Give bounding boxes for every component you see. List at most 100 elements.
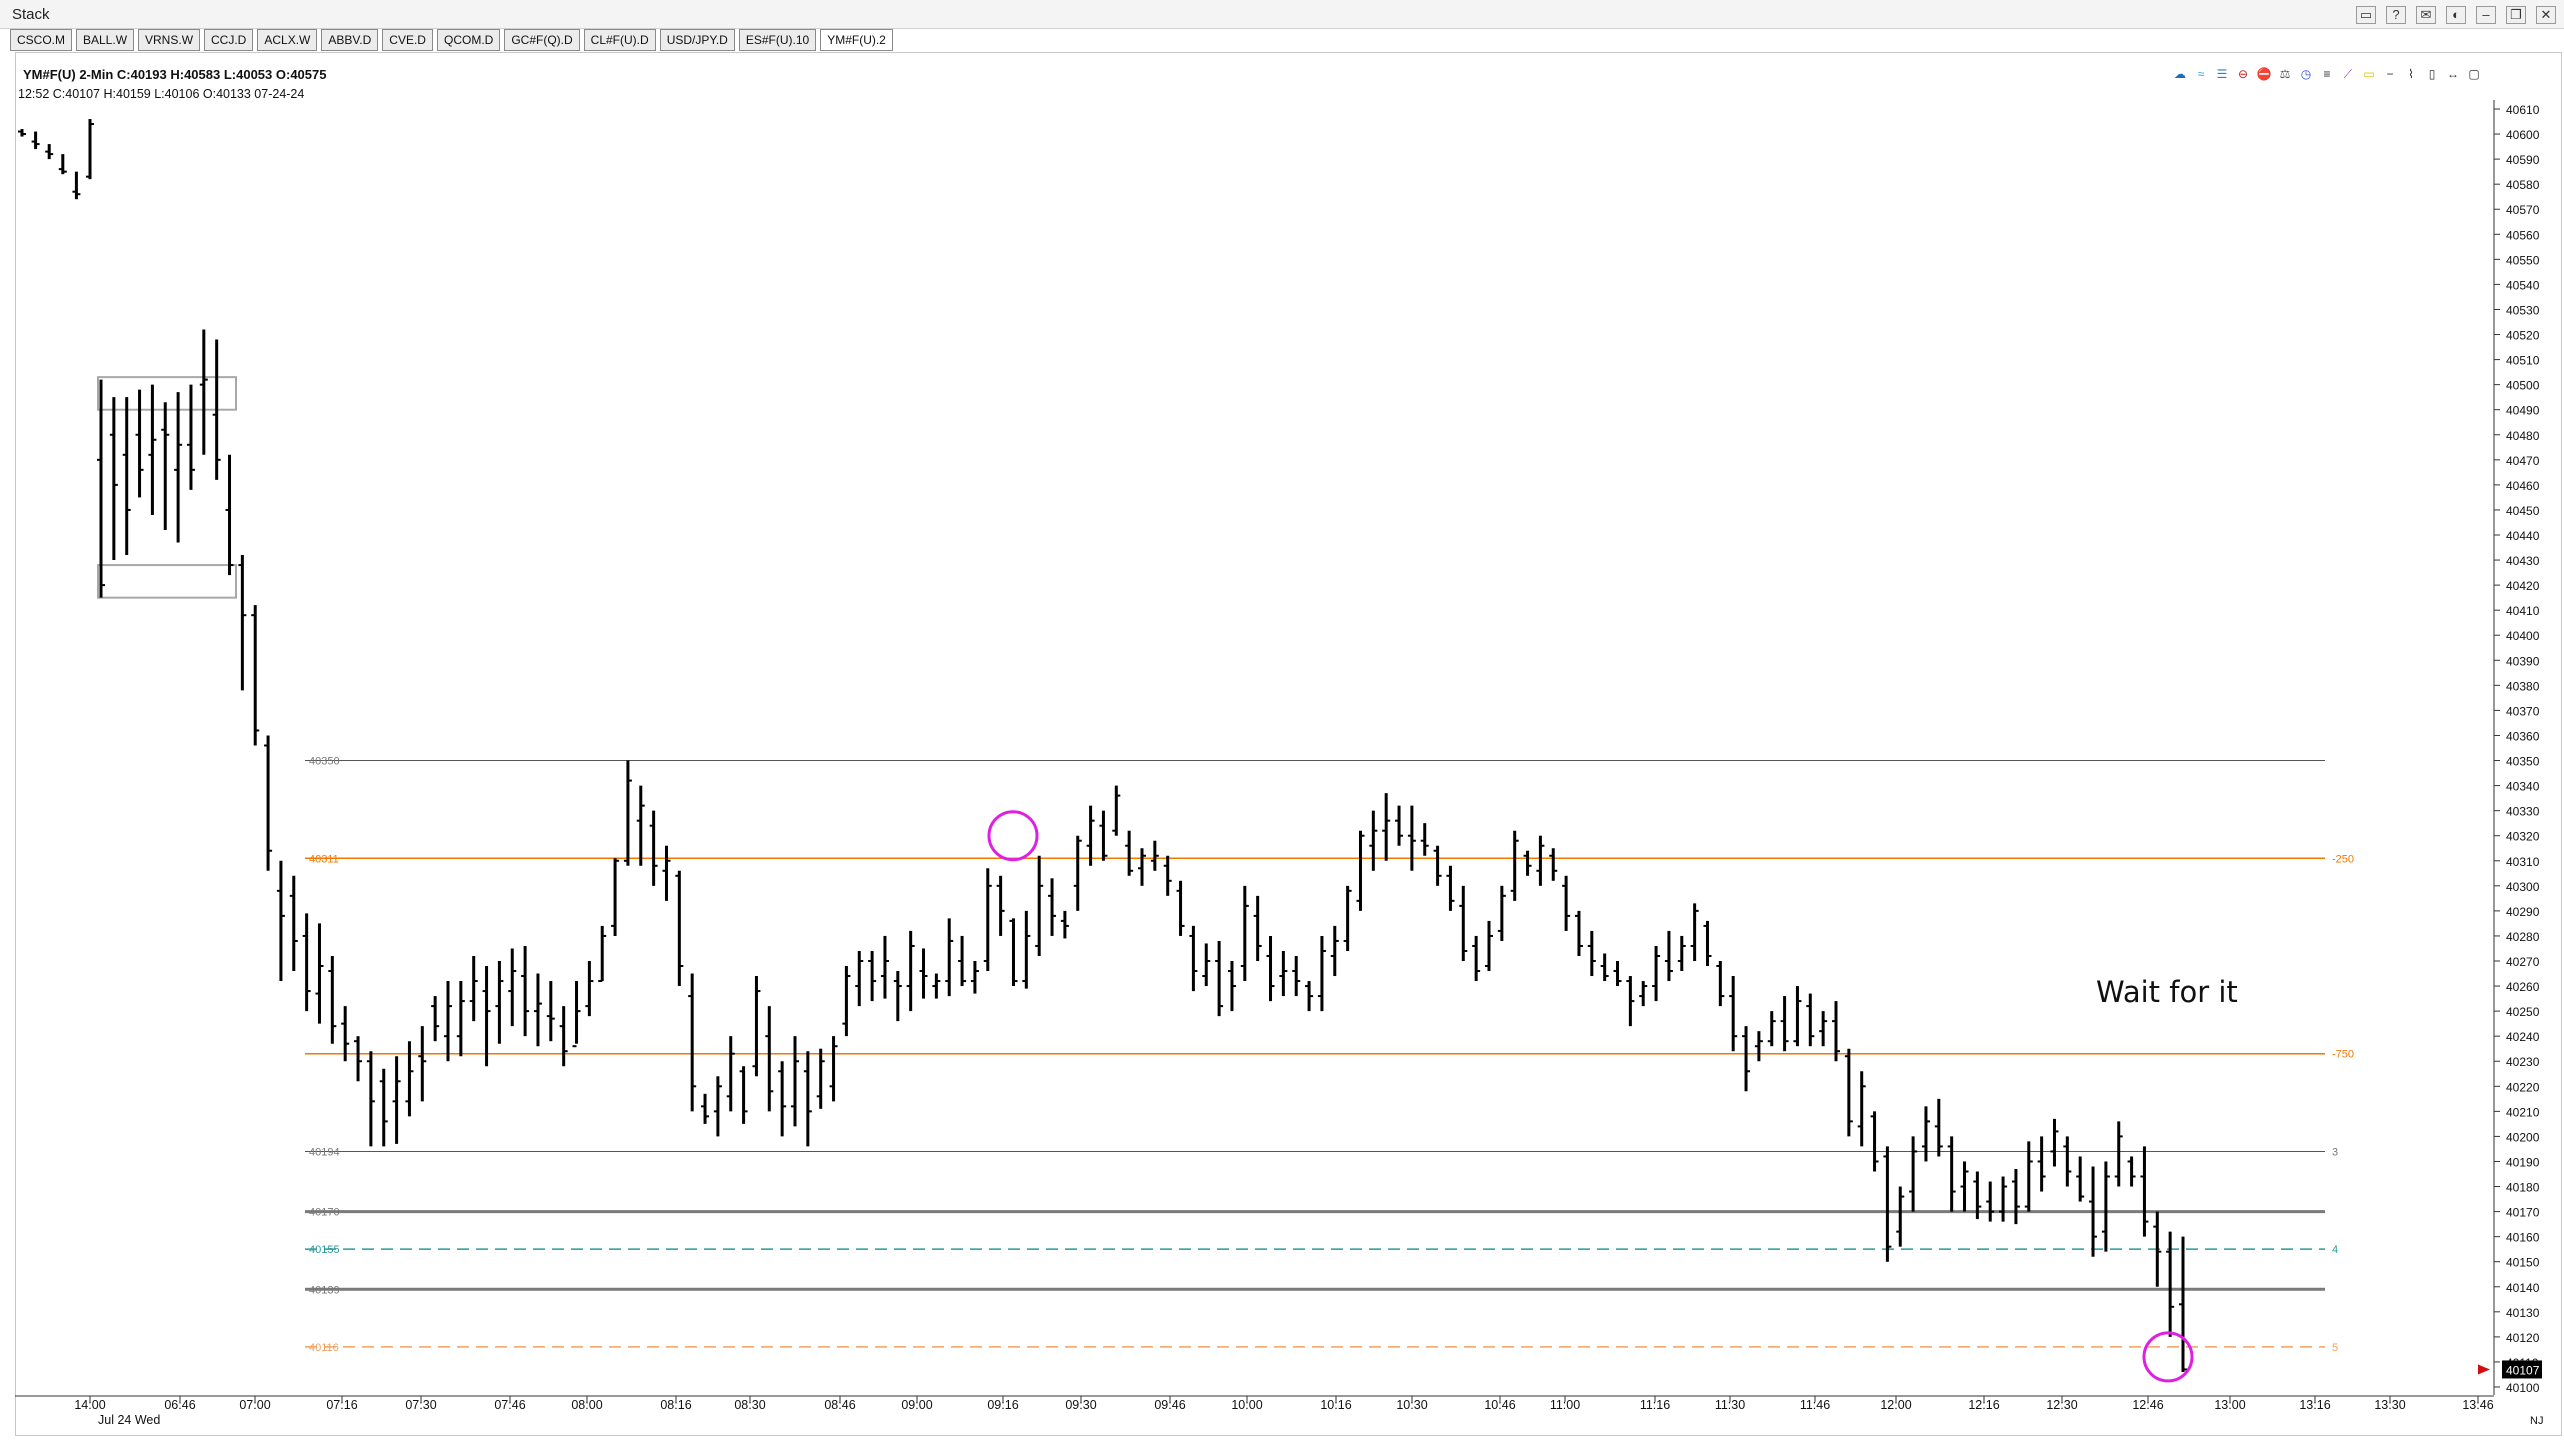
price-tick-label: 40200 [2506, 1130, 2540, 1144]
price-tick-label: 40590 [2506, 153, 2540, 167]
symbol-tab[interactable]: GC#F(Q).D [504, 29, 580, 51]
symbol-tab[interactable]: CL#F(U).D [583, 29, 656, 51]
price-tick-label: 40500 [2506, 379, 2540, 393]
window-control-6[interactable]: ✕ [2536, 6, 2556, 24]
timezone-label: NJ [2530, 1415, 2543, 1427]
price-tick-label: 40600 [2506, 128, 2540, 142]
price-tick-label: 40400 [2506, 629, 2540, 643]
price-tick-label: 40120 [2506, 1331, 2540, 1345]
price-tick-label: 40330 [2506, 805, 2540, 819]
price-tick-label: 40270 [2506, 955, 2540, 969]
symbol-tab[interactable]: CSCO.M [10, 29, 72, 51]
price-tick-label: 40420 [2506, 579, 2540, 593]
circle-minus-icon[interactable]: ⊖ [2237, 67, 2249, 81]
price-tick-label: 40470 [2506, 454, 2540, 468]
price-tick-label: 40510 [2506, 354, 2540, 368]
stop-icon[interactable]: ⛔ [2256, 67, 2272, 81]
price-tick-label: 40220 [2506, 1080, 2540, 1094]
price-tick-label: 40300 [2506, 880, 2540, 894]
symbol-tab[interactable]: USD/JPY.D [659, 29, 735, 51]
symbol-tab[interactable]: BALL.W [76, 29, 135, 51]
level-right-label: -250 [2332, 853, 2354, 865]
price-tick-label: 40210 [2506, 1105, 2540, 1119]
bar-summary: 12:52 C:40107 H:40159 L:40106 O:40133 07… [18, 87, 305, 101]
time-tick-label: 07:00 [239, 1398, 270, 1412]
price-tick-label: 40370 [2506, 704, 2540, 718]
time-tick-label: 09:00 [901, 1398, 932, 1412]
price-tick-label: 40580 [2506, 178, 2540, 192]
symbol-tab[interactable]: CCJ.D [204, 29, 254, 51]
level-right-label: -750 [2332, 1049, 2354, 1061]
time-tick-label: 08:00 [571, 1398, 602, 1412]
candle-icon[interactable]: ▯ [2428, 67, 2436, 81]
time-tick-label: 06:46 [164, 1398, 195, 1412]
time-tick-label: 10:00 [1231, 1398, 1262, 1412]
price-tick-label: 40440 [2506, 529, 2540, 543]
time-tick-label: 14:00 [74, 1398, 105, 1412]
waves-icon[interactable]: ≈ [2197, 67, 2205, 81]
cloud-icon[interactable]: ☁ [2174, 67, 2186, 81]
instrument-summary: YM#F(U) 2-Min C:40193 H:40583 L:40053 O:… [23, 67, 327, 82]
zigzag-icon[interactable]: ⌇ [2408, 67, 2414, 81]
price-tick-label: 40290 [2506, 905, 2540, 919]
level-left-label: 40139 [309, 1284, 340, 1296]
symbol-tab[interactable]: QCOM.D [436, 29, 501, 51]
scale-icon[interactable]: ⚖ [2279, 67, 2291, 81]
price-tick-label: 40130 [2506, 1306, 2540, 1320]
symbol-tab[interactable]: ACLX.W [257, 29, 318, 51]
window-titlebar: Stack ▭? ✉ ◐ – ❐ ✕ [0, 0, 2564, 29]
box-icon[interactable]: ▢ [2468, 67, 2480, 81]
symbol-tab[interactable]: ABBV.D [321, 29, 379, 51]
price-tick-label: 40350 [2506, 755, 2540, 769]
time-tick-label: 09:30 [1065, 1398, 1096, 1412]
time-tick-label: 08:16 [660, 1398, 691, 1412]
date-label: Jul 24 Wed [98, 1413, 160, 1427]
window-control-3[interactable]: ◐ [2446, 6, 2466, 24]
time-tick-label: 11:16 [1640, 1398, 1670, 1412]
highlight-marker [2142, 1331, 2194, 1383]
time-tick-label: 10:16 [1320, 1398, 1351, 1412]
window-control-0[interactable]: ▭ [2356, 6, 2376, 24]
price-tick-label: 40450 [2506, 504, 2540, 518]
level-right-label: 4 [2332, 1244, 2338, 1256]
symbol-tab[interactable]: CVE.D [382, 29, 433, 51]
price-tick-label: 40410 [2506, 604, 2540, 618]
time-tick-label: 11:00 [1550, 1398, 1580, 1412]
fan-icon[interactable]: ⟋ [2343, 67, 2353, 81]
price-tick-label: 40280 [2506, 930, 2540, 944]
last-price-label: 40107 [2506, 1363, 2540, 1377]
symbol-tab[interactable]: ES#F(U).10 [738, 29, 817, 51]
level-left-label: 40170 [309, 1207, 340, 1219]
clock-icon[interactable]: ◷ [2300, 67, 2312, 81]
symbol-tab-bar: CSCO.M BALL.W VRNS.W CCJ.D ACLX.W ABBV.D CVE.D… [10, 29, 893, 51]
price-tick-label: 40230 [2506, 1055, 2540, 1069]
price-tick-label: 40310 [2506, 855, 2540, 869]
price-tick-label: 40540 [2506, 278, 2540, 292]
bars-icon[interactable]: ☰ [2216, 67, 2228, 81]
level-right-label: 3 [2332, 1146, 2338, 1158]
price-tick-label: 40260 [2506, 980, 2540, 994]
arrows-h-icon[interactable]: ↔ [2447, 67, 2459, 81]
time-tick-label: 08:30 [734, 1398, 765, 1412]
time-tick-label: 12:00 [1880, 1398, 1911, 1412]
window-control-4[interactable]: – [2476, 6, 2496, 24]
symbol-tab[interactable]: VRNS.W [138, 29, 201, 51]
symbol-tab[interactable]: YM#F(U).2 [820, 29, 893, 51]
price-tick-label: 40430 [2506, 554, 2540, 568]
price-tick-label: 40160 [2506, 1231, 2540, 1245]
time-tick-label: 09:16 [987, 1398, 1018, 1412]
lines-icon[interactable]: ≡ [2323, 67, 2331, 81]
level-left-label: 40350 [309, 756, 340, 768]
window-control-2[interactable]: ✉ [2416, 6, 2436, 24]
price-tick-label: 40530 [2506, 303, 2540, 317]
level-left-label: 40155 [309, 1244, 340, 1256]
chart-area[interactable] [15, 52, 2562, 1436]
window-control-1[interactable]: ? [2386, 6, 2406, 24]
minus-icon[interactable]: − [2386, 67, 2394, 81]
price-tick-label: 40460 [2506, 479, 2540, 493]
window-control-5[interactable]: ❐ [2506, 6, 2526, 24]
price-tick-label: 40240 [2506, 1030, 2540, 1044]
time-tick-label: 07:16 [326, 1398, 357, 1412]
square-icon[interactable]: ▭ [2363, 67, 2375, 81]
